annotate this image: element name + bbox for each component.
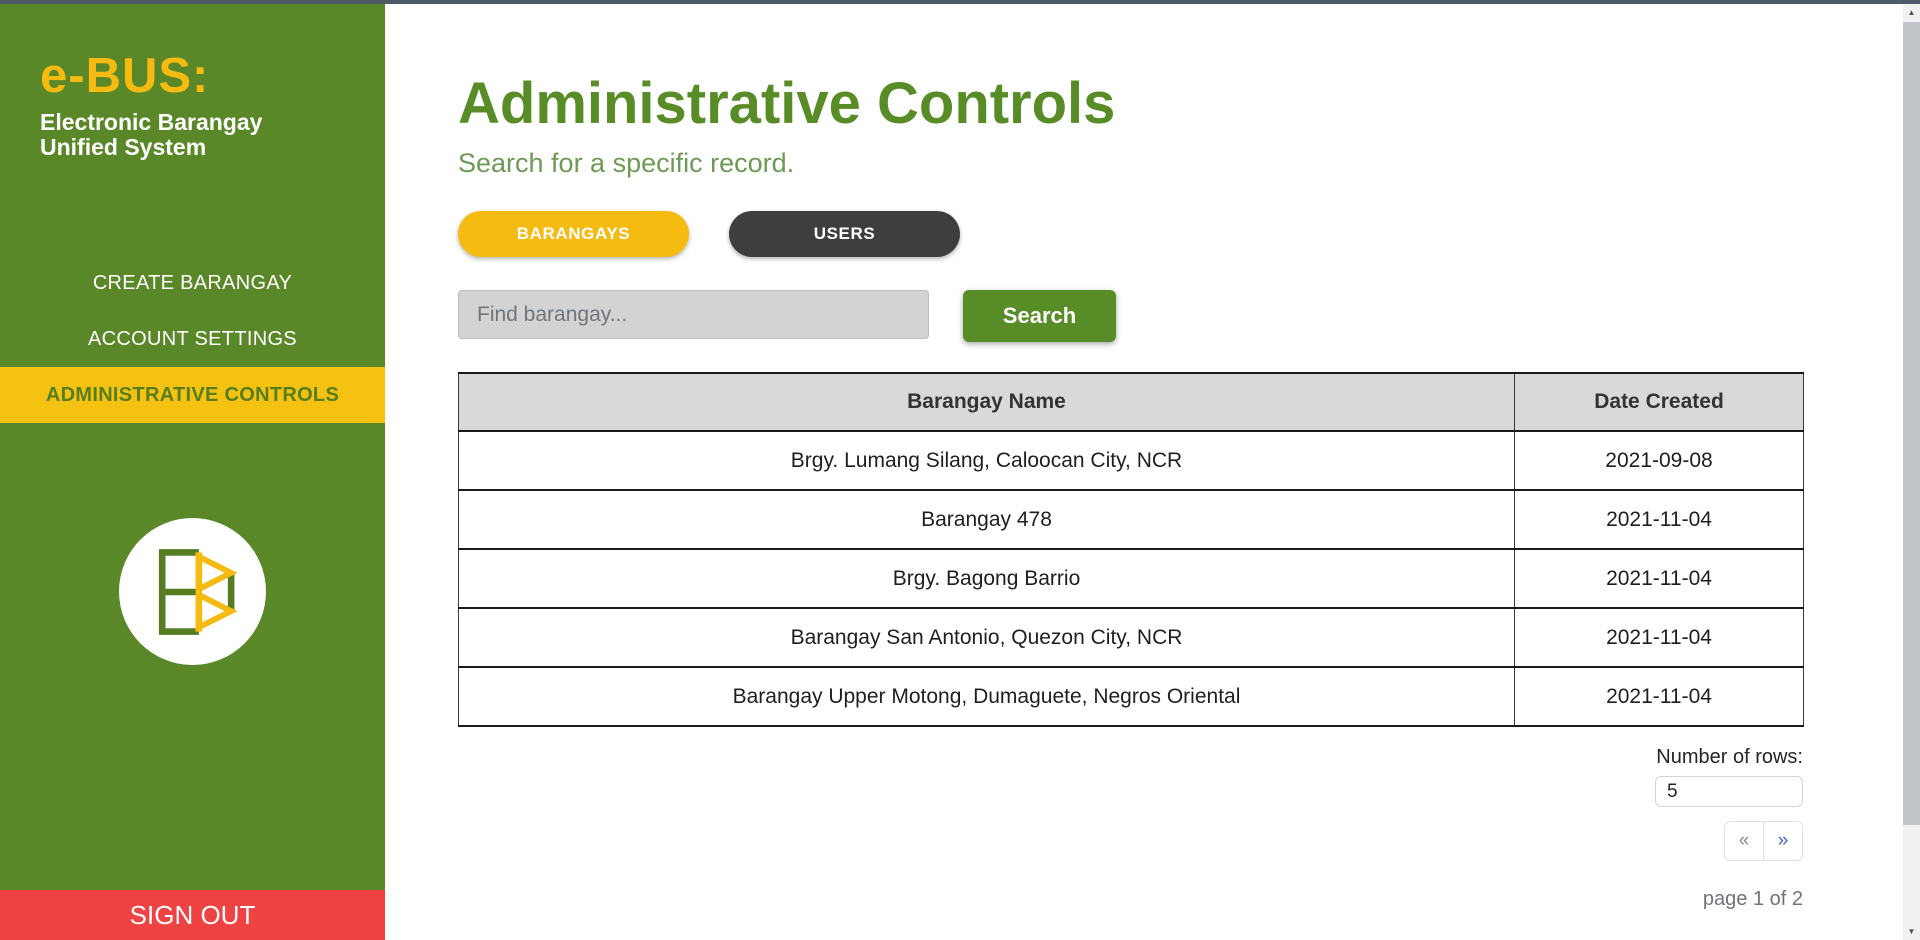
- next-page-button[interactable]: »: [1763, 821, 1803, 861]
- table-header-row: Barangay Name Date Created: [458, 372, 1804, 432]
- cell-barangay-name: Brgy. Bagong Barrio: [458, 548, 1515, 609]
- sidebar-item-create-barangay[interactable]: CREATE BARANGAY: [92, 271, 293, 294]
- sidebar-item-administrative-controls[interactable]: ADMINISTRATIVE CONTROLS: [0, 367, 385, 423]
- brand-block: e-BUS: Electronic Barangay Unified Syste…: [0, 4, 385, 161]
- page-status-text: page 1 of 2: [1702, 888, 1803, 910]
- logo-container: [0, 518, 385, 665]
- ebus-logo: [119, 518, 266, 665]
- sidebar: e-BUS: Electronic Barangay Unified Syste…: [0, 4, 385, 940]
- brand-subtitle: Electronic Barangay Unified System: [40, 109, 263, 161]
- main-content: Administrative Controls Search for a spe…: [385, 4, 1903, 940]
- page-top-border: [0, 0, 1920, 4]
- table-footer-controls: Number of rows: « » page 1 of 2: [458, 746, 1803, 911]
- cell-barangay-name: Brgy. Lumang Silang, Caloocan City, NCR: [458, 430, 1515, 491]
- cell-date-created: 2021-09-08: [1514, 430, 1804, 491]
- sign-out-button[interactable]: SIGN OUT: [0, 890, 385, 940]
- cell-barangay-name: Barangay Upper Motong, Dumaguete, Negros…: [458, 666, 1515, 727]
- scroll-down-icon[interactable]: ▼: [1907, 927, 1916, 936]
- previous-page-button[interactable]: «: [1724, 821, 1764, 861]
- tab-users[interactable]: USERS: [729, 211, 960, 257]
- table-row: Brgy. Bagong Barrio 2021-11-04: [458, 548, 1804, 609]
- page-subtitle: Search for a specific record.: [458, 148, 795, 178]
- cell-date-created: 2021-11-04: [1514, 548, 1804, 609]
- column-header-date-created: Date Created: [1514, 372, 1804, 432]
- tab-barangays[interactable]: BARANGAYS: [458, 211, 689, 257]
- number-of-rows-label: Number of rows:: [1656, 746, 1803, 768]
- barangay-table: Barangay Name Date Created Brgy. Lumang …: [458, 372, 1804, 727]
- table-row: Barangay Upper Motong, Dumaguete, Negros…: [458, 666, 1804, 727]
- search-button[interactable]: Search: [963, 290, 1116, 342]
- cell-date-created: 2021-11-04: [1514, 607, 1804, 668]
- vertical-scrollbar[interactable]: ▲ ▼: [1903, 4, 1920, 940]
- scrollbar-thumb[interactable]: [1903, 22, 1920, 825]
- record-type-tabs: BARANGAYS USERS: [458, 211, 960, 257]
- scroll-up-icon[interactable]: ▲: [1907, 8, 1916, 17]
- search-row: Search: [458, 290, 1116, 342]
- column-header-barangay-name: Barangay Name: [458, 372, 1515, 432]
- pagination: « »: [1724, 821, 1803, 861]
- search-input[interactable]: [458, 290, 929, 339]
- table-row: Brgy. Lumang Silang, Caloocan City, NCR …: [458, 430, 1804, 491]
- cell-date-created: 2021-11-04: [1514, 489, 1804, 550]
- number-of-rows-input[interactable]: [1655, 776, 1803, 807]
- brand-title: e-BUS:: [40, 49, 210, 103]
- sidebar-item-account-settings[interactable]: ACCOUNT SETTINGS: [88, 327, 297, 350]
- table-row: Barangay 478 2021-11-04: [458, 489, 1804, 550]
- cell-date-created: 2021-11-04: [1514, 666, 1804, 727]
- sidebar-menu: CREATE BARANGAY ACCOUNT SETTINGS ADMINIS…: [0, 255, 385, 423]
- table-row: Barangay San Antonio, Quezon City, NCR 2…: [458, 607, 1804, 668]
- cell-barangay-name: Barangay 478: [458, 489, 1515, 550]
- page-title: Administrative Controls: [458, 71, 1116, 136]
- cell-barangay-name: Barangay San Antonio, Quezon City, NCR: [458, 607, 1515, 668]
- ebus-logo-icon: [158, 548, 238, 635]
